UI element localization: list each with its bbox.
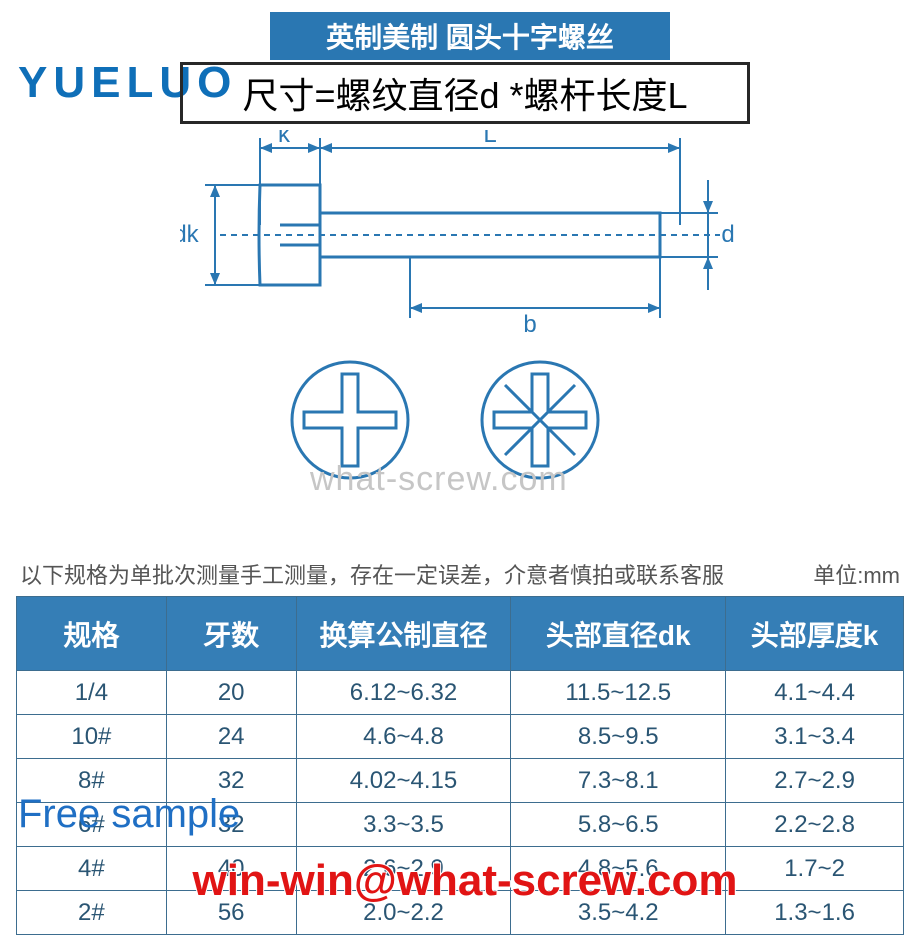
label-d: d <box>721 221 734 248</box>
contact-email: win-win@what-screw.com <box>30 856 900 906</box>
title-text: 英制美制 圆头十字螺丝 <box>326 16 614 56</box>
table-cell: 20 <box>166 671 296 715</box>
table-cell: 10# <box>17 715 167 759</box>
label-b: b <box>523 311 536 338</box>
free-sample-text: Free sample <box>18 792 240 837</box>
table-cell: 1/4 <box>17 671 167 715</box>
table-cell: 2.7~2.9 <box>726 759 904 803</box>
table-row: 10#244.6~4.88.5~9.53.1~3.4 <box>17 715 904 759</box>
table-header: 头部厚度k <box>726 597 904 671</box>
table-cell: 5.8~6.5 <box>511 803 726 847</box>
label-dk: dk <box>180 221 200 248</box>
formula-box: 尺寸=螺纹直径d *螺杆长度L <box>180 62 750 124</box>
table-cell: 8.5~9.5 <box>511 715 726 759</box>
table-cell: 4.02~4.15 <box>296 759 511 803</box>
table-row: 1/4206.12~6.3211.5~12.54.1~4.4 <box>17 671 904 715</box>
side-view: L k dk <box>180 130 735 338</box>
table-cell: 4.1~4.4 <box>726 671 904 715</box>
table-cell: 7.3~8.1 <box>511 759 726 803</box>
unit-note: 单位:mm <box>813 558 900 590</box>
label-k: k <box>278 130 291 148</box>
table-header: 牙数 <box>166 597 296 671</box>
formula-text: 尺寸=螺纹直径d *螺杆长度L <box>242 67 687 119</box>
screw-diagram: L k dk <box>180 130 760 500</box>
table-cell: 3.3~3.5 <box>296 803 511 847</box>
table-header-row: 规格牙数换算公制直径头部直径dk头部厚度k <box>17 597 904 671</box>
table-header: 换算公制直径 <box>296 597 511 671</box>
table-cell: 24 <box>166 715 296 759</box>
measurement-note: 以下规格为单批次测量手工测量，存在一定误差，介意者慎拍或联系客服 <box>20 558 724 590</box>
table-header: 规格 <box>17 597 167 671</box>
pozi-head-icon <box>482 362 598 478</box>
table-cell: 6.12~6.32 <box>296 671 511 715</box>
title-bar: 英制美制 圆头十字螺丝 <box>270 12 670 60</box>
table-header: 头部直径dk <box>511 597 726 671</box>
table-cell: 11.5~12.5 <box>511 671 726 715</box>
table-cell: 2.2~2.8 <box>726 803 904 847</box>
phillips-head-icon <box>292 362 408 478</box>
label-L: L <box>483 130 496 148</box>
table-cell: 4.6~4.8 <box>296 715 511 759</box>
table-cell: 3.1~3.4 <box>726 715 904 759</box>
